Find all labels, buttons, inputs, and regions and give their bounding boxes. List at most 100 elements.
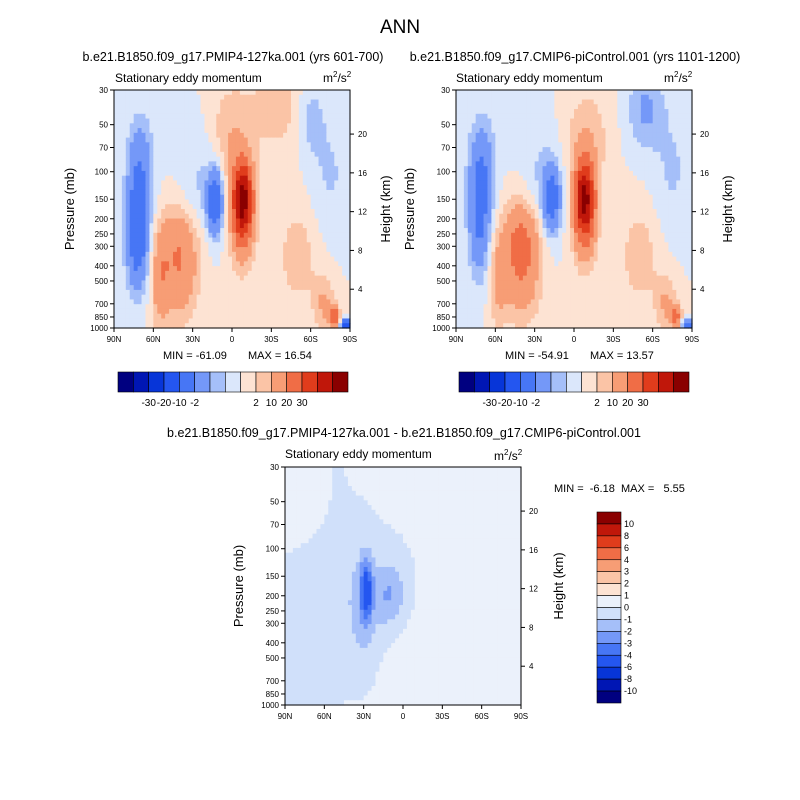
contour-cell bbox=[283, 313, 288, 320]
contour-cell bbox=[208, 156, 213, 162]
contour-cell bbox=[279, 170, 284, 177]
contour-cell bbox=[322, 185, 327, 191]
contour-cell bbox=[192, 228, 198, 234]
contour-cell bbox=[169, 323, 174, 329]
contour-cell bbox=[224, 128, 229, 134]
contour-cell bbox=[298, 285, 304, 291]
contour-cell bbox=[149, 94, 154, 101]
contour-cell bbox=[479, 147, 485, 153]
contour-cell bbox=[114, 285, 119, 291]
contour-cell bbox=[581, 147, 587, 153]
contour-cell bbox=[652, 166, 658, 172]
contour-cell bbox=[609, 228, 614, 234]
contour-cell bbox=[574, 142, 579, 148]
contour-cell bbox=[192, 185, 198, 191]
contour-cell bbox=[310, 304, 316, 310]
contour-cell bbox=[149, 213, 154, 220]
contour-cell bbox=[117, 90, 123, 96]
contour-cell bbox=[133, 142, 139, 148]
contour-cell bbox=[597, 128, 603, 134]
contour-cell bbox=[463, 156, 469, 162]
contour-cell bbox=[597, 185, 603, 191]
contour-cell bbox=[668, 128, 673, 134]
contour-cell bbox=[180, 266, 186, 272]
contour-cell bbox=[522, 128, 528, 134]
contour-cell bbox=[235, 151, 241, 158]
contour-cell bbox=[129, 304, 135, 310]
contour-cell bbox=[334, 318, 339, 324]
contour-cell bbox=[342, 308, 347, 315]
contour-cell bbox=[511, 204, 516, 210]
contour-cell bbox=[216, 308, 221, 315]
contour-cell bbox=[495, 185, 500, 191]
contour-cell bbox=[574, 137, 579, 143]
contour-cell bbox=[114, 180, 119, 186]
contour-cell bbox=[676, 99, 681, 105]
contour-cell bbox=[318, 175, 324, 182]
contour-cell bbox=[518, 237, 524, 243]
contour-cell bbox=[271, 266, 276, 272]
contour-cell bbox=[239, 90, 245, 96]
contour-cell bbox=[173, 242, 178, 248]
contour-cell bbox=[636, 232, 642, 239]
contour-cell bbox=[271, 175, 276, 182]
contour-cell bbox=[656, 199, 662, 205]
contour-cell bbox=[302, 185, 308, 191]
contour-cell bbox=[149, 132, 154, 139]
contour-cell bbox=[247, 256, 253, 262]
contour-cell bbox=[515, 228, 520, 234]
contour-cell bbox=[239, 161, 245, 167]
contour-cell bbox=[302, 261, 308, 267]
contour-cell bbox=[656, 109, 662, 115]
contour-cell bbox=[176, 161, 182, 167]
contour-cell bbox=[475, 156, 481, 162]
contour-cell bbox=[534, 147, 540, 153]
contour-cell bbox=[346, 170, 351, 177]
contour-cell bbox=[114, 123, 119, 129]
contour-cell bbox=[581, 180, 587, 186]
contour-cell bbox=[161, 223, 166, 229]
contour-cell bbox=[656, 180, 662, 186]
contour-cell bbox=[196, 204, 202, 210]
contour-cell bbox=[688, 166, 693, 172]
contour-cell bbox=[334, 270, 339, 277]
contour-cell bbox=[342, 256, 347, 262]
contour-cell bbox=[322, 313, 327, 320]
contour-cell bbox=[157, 251, 162, 258]
contour-cell bbox=[204, 185, 209, 191]
contour-cell bbox=[334, 109, 339, 115]
contour-cell bbox=[302, 280, 308, 286]
contour-cell bbox=[173, 323, 178, 329]
contour-cell bbox=[279, 261, 284, 267]
contour-cell bbox=[684, 151, 689, 158]
contour-cell bbox=[204, 285, 209, 291]
contour-cell bbox=[235, 323, 241, 329]
contour-cell bbox=[542, 94, 548, 101]
contour-cell bbox=[593, 156, 599, 162]
contour-cell bbox=[251, 256, 257, 262]
contour-cell bbox=[298, 99, 304, 105]
contour-cell bbox=[668, 189, 673, 196]
contour-cell bbox=[581, 209, 587, 215]
contour-cell bbox=[212, 104, 217, 110]
contour-cell bbox=[314, 280, 320, 286]
contour-cell bbox=[601, 156, 607, 162]
contour-cell bbox=[263, 175, 268, 182]
contour-cell bbox=[141, 175, 147, 182]
contour-cell bbox=[522, 232, 528, 239]
contour-cell bbox=[636, 185, 642, 191]
contour-cell bbox=[554, 213, 559, 220]
contour-cell bbox=[330, 313, 335, 320]
contour-cell bbox=[322, 318, 327, 324]
contour-cell bbox=[121, 223, 127, 229]
contour-cell bbox=[263, 218, 268, 224]
contour-cell bbox=[302, 299, 308, 305]
contour-cell bbox=[196, 280, 202, 286]
contour-cell bbox=[326, 318, 331, 324]
contour-cell bbox=[314, 261, 320, 267]
contour-cell bbox=[294, 256, 300, 262]
contour-cell bbox=[208, 90, 213, 96]
contour-cell bbox=[688, 228, 693, 234]
contour-cell bbox=[149, 261, 154, 267]
contour-cell bbox=[621, 218, 626, 224]
